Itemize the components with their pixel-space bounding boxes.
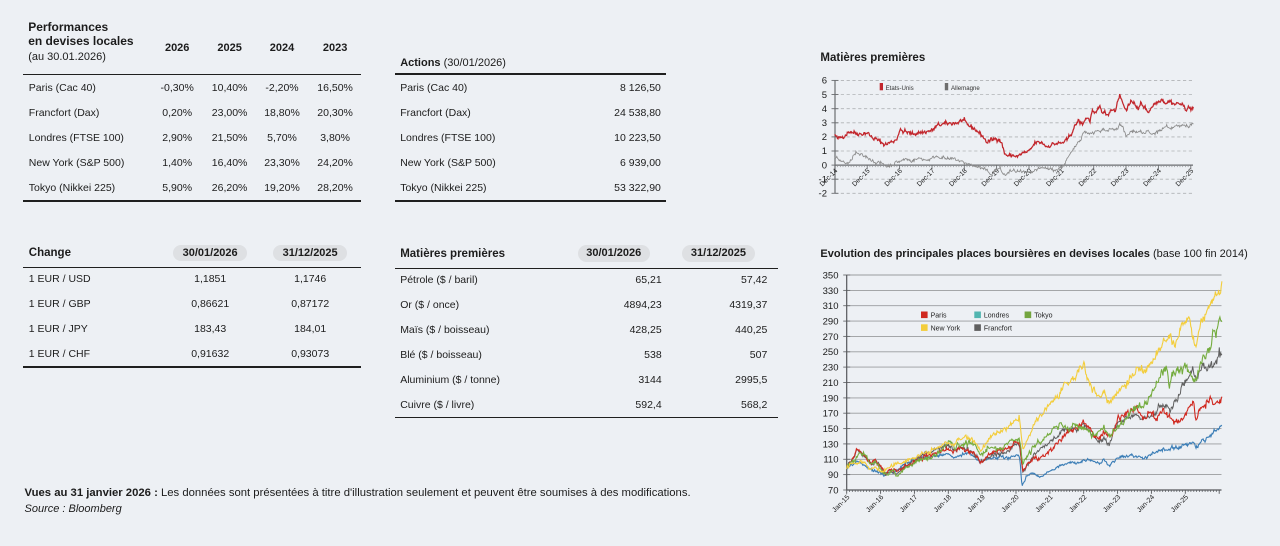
svg-text:-2: -2 <box>819 189 827 200</box>
svg-text:1: 1 <box>822 146 827 157</box>
svg-text:Dec-24: Dec-24 <box>1142 168 1163 189</box>
svg-text:170: 170 <box>823 409 839 420</box>
svg-text:110: 110 <box>823 455 838 466</box>
svg-text:Dec-17: Dec-17 <box>916 168 937 189</box>
svg-text:New York: New York <box>931 325 961 332</box>
svg-text:Jan-21: Jan-21 <box>1035 494 1055 514</box>
svg-text:0: 0 <box>822 160 827 171</box>
svg-text:330: 330 <box>823 286 839 297</box>
svg-text:290: 290 <box>823 317 839 328</box>
svg-text:350: 350 <box>823 270 839 281</box>
svg-text:Dec-22: Dec-22 <box>1078 168 1099 189</box>
svg-text:Jan-17: Jan-17 <box>899 494 919 514</box>
svg-text:Londres: Londres <box>984 313 1010 320</box>
svg-text:Dec-25: Dec-25 <box>1175 168 1196 189</box>
svg-text:310: 310 <box>823 301 839 312</box>
svg-text:Etats-Unis: Etats-Unis <box>886 85 914 92</box>
svg-text:70: 70 <box>828 485 839 496</box>
svg-text:6: 6 <box>822 76 827 87</box>
svg-text:Dec-16: Dec-16 <box>884 168 905 189</box>
svg-text:Jan-25: Jan-25 <box>1170 494 1190 514</box>
svg-text:230: 230 <box>823 363 839 374</box>
svg-text:90: 90 <box>828 470 839 481</box>
svg-text:Jan-18: Jan-18 <box>933 494 953 514</box>
svg-text:Jan-22: Jan-22 <box>1068 494 1088 514</box>
svg-text:Tokyo: Tokyo <box>1034 313 1052 320</box>
svg-text:130: 130 <box>823 439 839 450</box>
svg-text:Jan-15: Jan-15 <box>831 494 851 514</box>
svg-text:190: 190 <box>823 393 839 404</box>
svg-text:Paris: Paris <box>931 313 947 320</box>
svg-text:210: 210 <box>823 378 839 389</box>
svg-text:-1: -1 <box>819 174 827 185</box>
svg-text:Jan-16: Jan-16 <box>865 494 885 514</box>
svg-text:Jan-19: Jan-19 <box>967 494 987 514</box>
svg-text:Jan-23: Jan-23 <box>1102 494 1122 514</box>
svg-text:3: 3 <box>822 118 827 129</box>
svg-text:Allemagne: Allemagne <box>951 85 980 92</box>
svg-text:150: 150 <box>823 424 839 435</box>
svg-text:Dec-18: Dec-18 <box>948 168 969 189</box>
svg-text:Jan-24: Jan-24 <box>1136 494 1156 514</box>
svg-text:270: 270 <box>823 332 839 343</box>
svg-text:Francfort: Francfort <box>984 325 1012 332</box>
svg-text:Dec-15: Dec-15 <box>851 168 872 189</box>
svg-text:Dec-23: Dec-23 <box>1110 168 1131 189</box>
svg-text:2: 2 <box>822 132 827 143</box>
svg-text:5: 5 <box>822 90 827 101</box>
svg-text:250: 250 <box>823 347 839 358</box>
svg-text:Jan-20: Jan-20 <box>1001 494 1021 514</box>
svg-text:4: 4 <box>822 104 827 115</box>
svg-text:Dec-19: Dec-19 <box>981 168 1002 189</box>
